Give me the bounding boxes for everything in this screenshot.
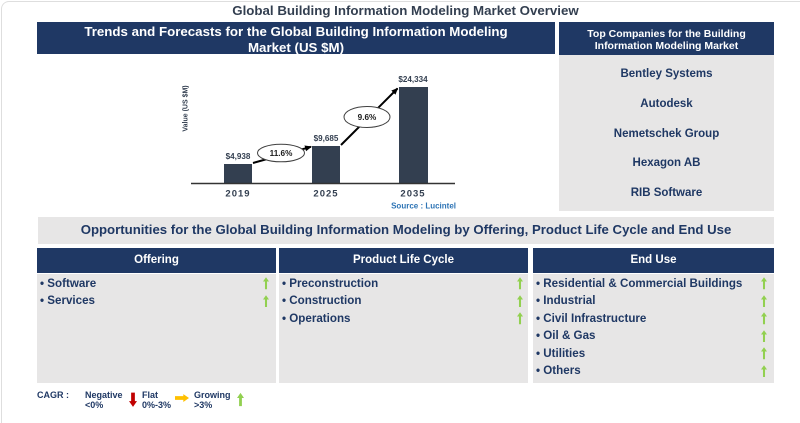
svg-text:$24,334: $24,334 bbox=[398, 75, 428, 84]
svg-text:9.6%: 9.6% bbox=[358, 113, 377, 122]
svg-text:11.6%: 11.6% bbox=[270, 149, 293, 158]
svg-text:Source : Lucintel: Source : Lucintel bbox=[391, 202, 456, 211]
svg-text:2019: 2019 bbox=[225, 189, 250, 200]
svg-text:2025: 2025 bbox=[313, 189, 338, 200]
svg-text:Value (US $M): Value (US $M) bbox=[183, 85, 190, 131]
svg-text:$4,938: $4,938 bbox=[226, 152, 251, 161]
svg-text:$9,685: $9,685 bbox=[314, 134, 339, 143]
svg-text:2035: 2035 bbox=[400, 189, 425, 200]
